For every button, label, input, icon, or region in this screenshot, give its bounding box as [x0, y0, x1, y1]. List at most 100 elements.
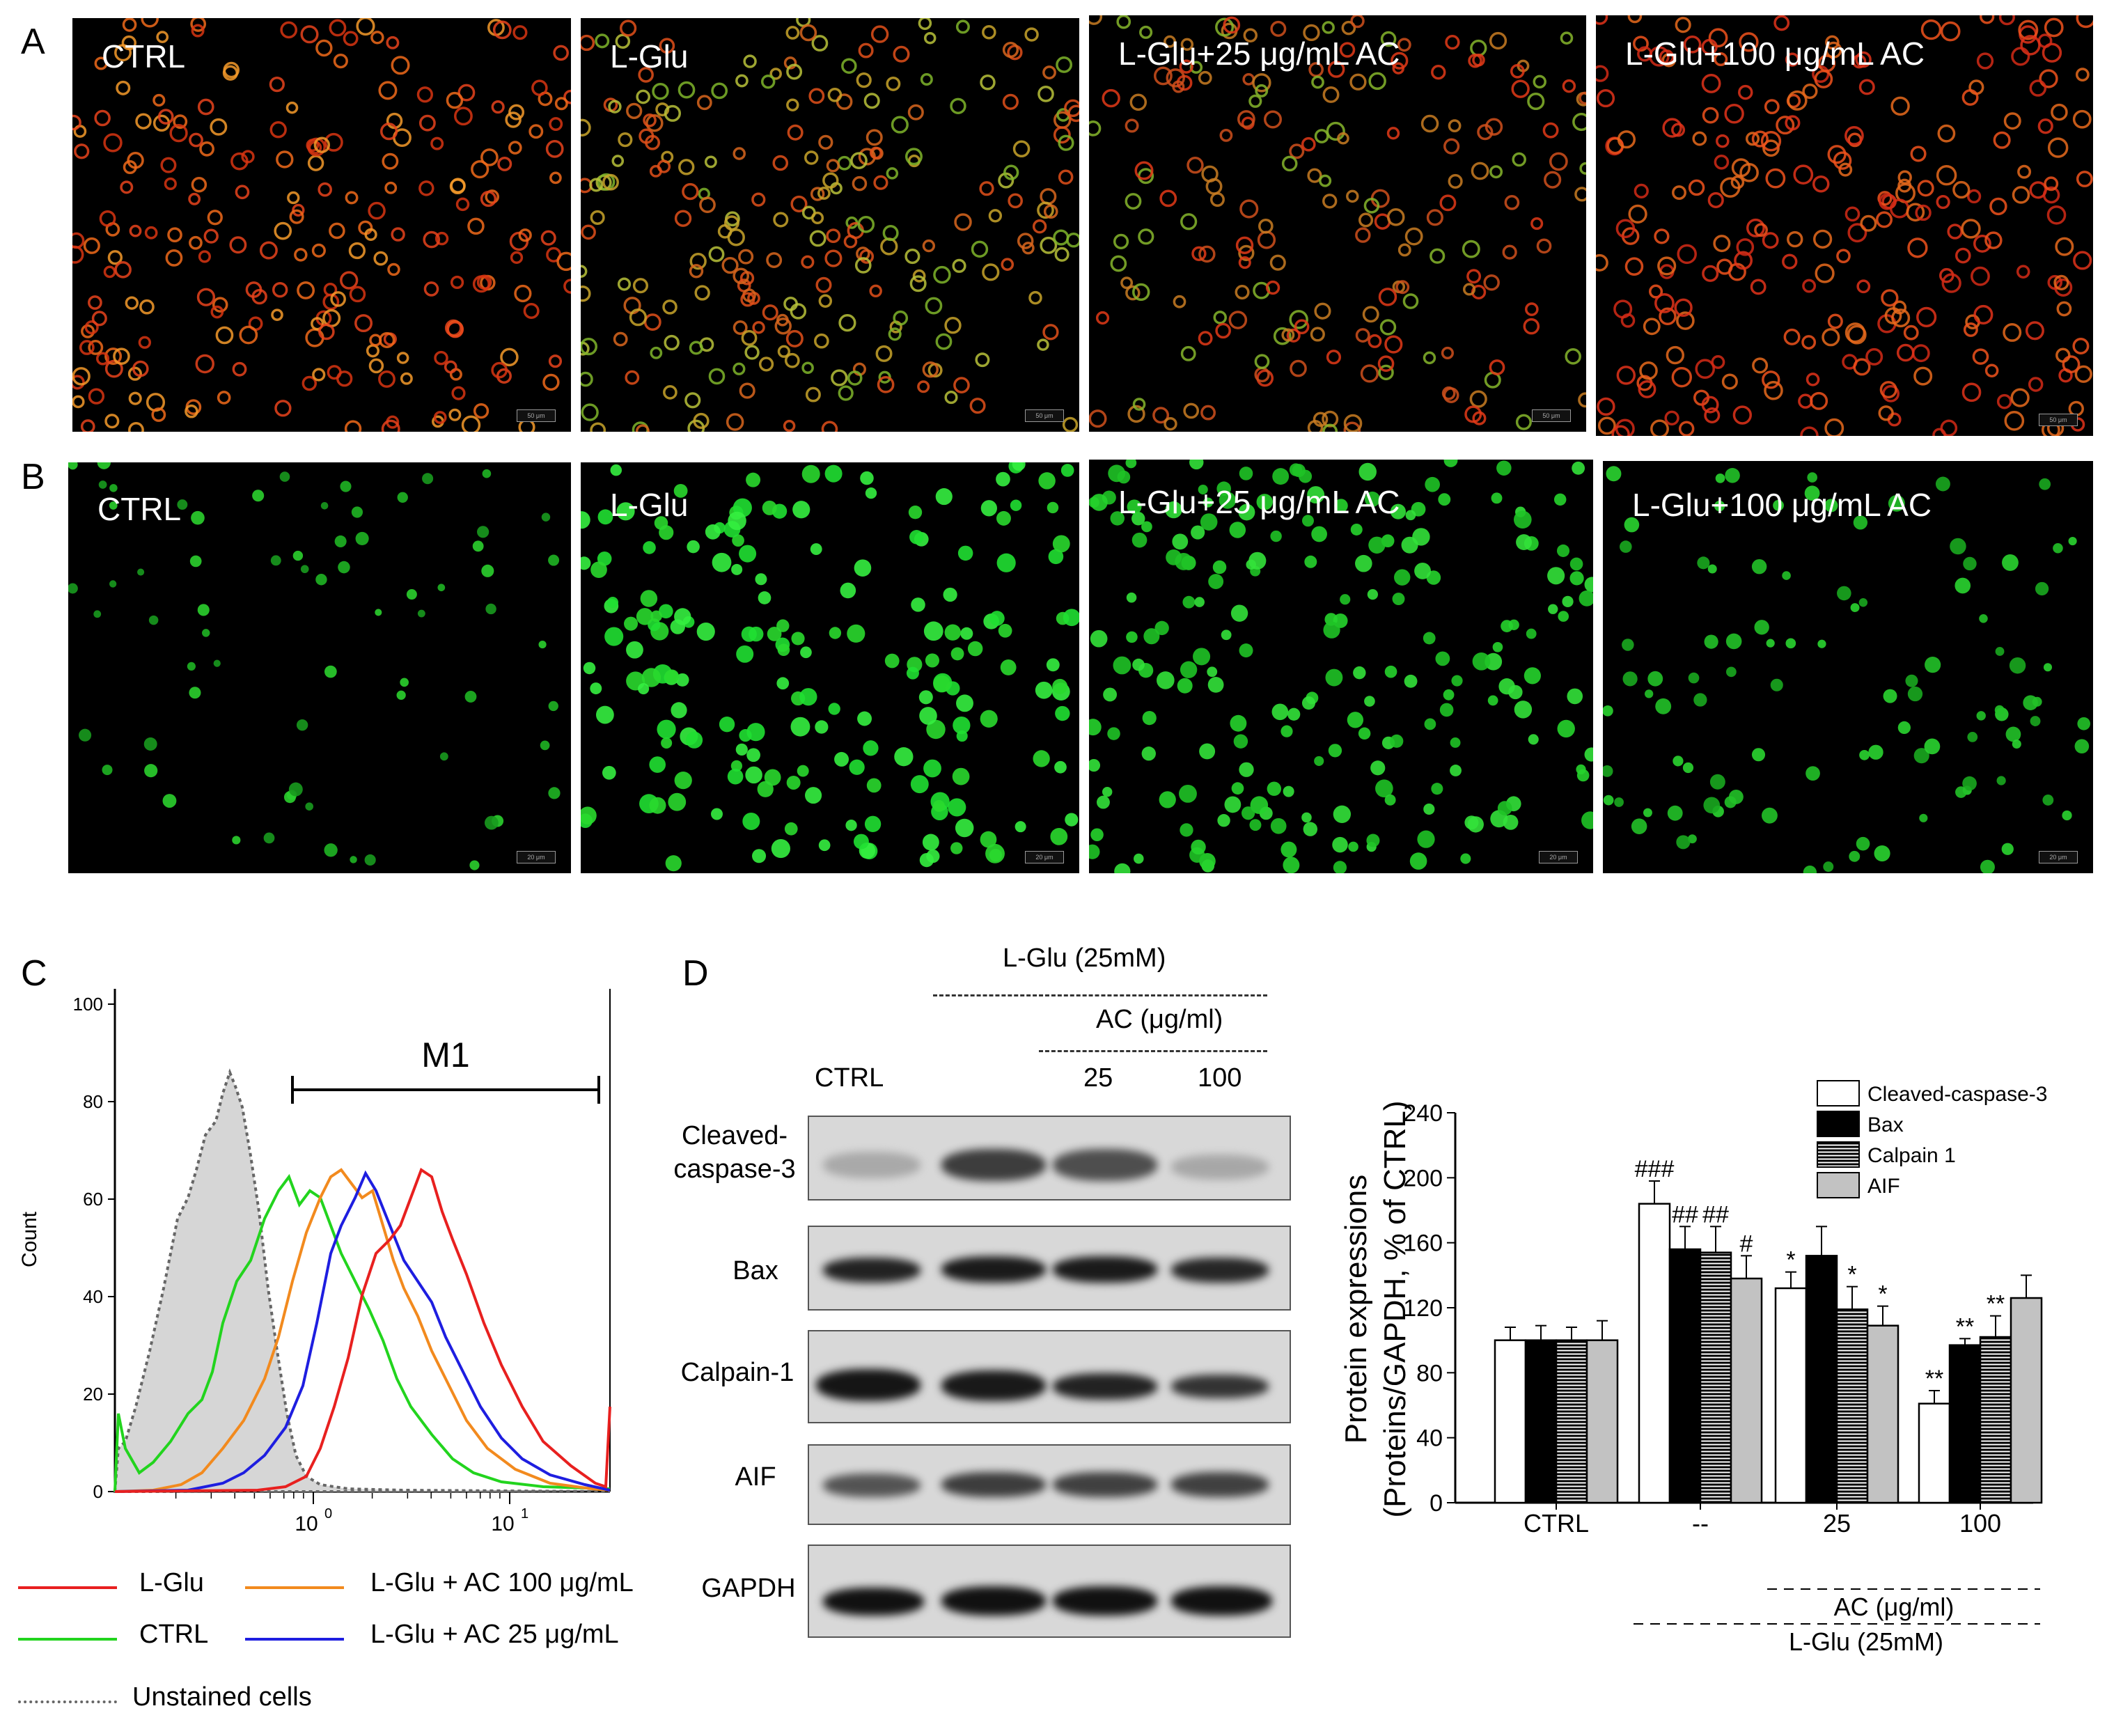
- cell: [1558, 611, 1569, 622]
- cell: [1745, 132, 1760, 146]
- cell: [1250, 796, 1269, 814]
- cell: [652, 82, 669, 100]
- cell: [655, 102, 670, 117]
- cell: [1701, 73, 1721, 93]
- cell: [191, 510, 205, 525]
- cell: [673, 484, 688, 498]
- cell: [1319, 174, 1332, 187]
- cell: [950, 842, 963, 854]
- cell: [1462, 240, 1480, 258]
- cell: [864, 815, 882, 833]
- cell: [957, 545, 973, 561]
- cell: [1504, 194, 1520, 210]
- cell: [1064, 99, 1079, 118]
- cell: [1089, 719, 1102, 736]
- cell: [1701, 396, 1719, 414]
- cell: [1704, 407, 1721, 423]
- cell: [1806, 373, 1820, 386]
- cell: [616, 502, 635, 521]
- micrograph-b-ac100: L-Glu+100 μg/mL AC 20 μm: [1603, 461, 2093, 873]
- cell: [1113, 233, 1129, 249]
- cell: [348, 242, 366, 260]
- histogram-y-ticks: 0 20 40 60 80 100: [73, 994, 115, 1502]
- cell: [84, 320, 99, 335]
- group-label-lglu: L-Glu (25mM): [1789, 1627, 1943, 1656]
- cell: [843, 235, 858, 249]
- cell: [1993, 131, 2011, 149]
- cell: [1180, 345, 1196, 361]
- cell: [1560, 31, 1574, 45]
- cell: [1682, 762, 1694, 774]
- cell: [327, 365, 342, 380]
- cell: [1702, 265, 1719, 282]
- cell: [1760, 131, 1782, 152]
- cell: [1283, 785, 1294, 797]
- cell: [1307, 168, 1322, 183]
- cell: [88, 388, 105, 405]
- bar-chart-ylabel-2: (Proteins/GAPDH, % of CTRL): [1378, 1100, 1412, 1517]
- cell: [320, 501, 329, 510]
- cell: [1622, 671, 1638, 687]
- cell: [1141, 746, 1156, 761]
- cell: [1378, 364, 1394, 381]
- cell: [1127, 499, 1142, 515]
- cell: [355, 531, 369, 545]
- cell: [1565, 348, 1581, 365]
- scale-bar: 50 μm: [2039, 414, 2078, 426]
- cell: [1897, 170, 1912, 185]
- cell: [762, 304, 778, 321]
- cell: [514, 284, 532, 303]
- cell: [1117, 470, 1131, 484]
- cell: [1650, 419, 1669, 436]
- cell: [120, 180, 134, 194]
- cell: [771, 838, 790, 859]
- cell: [1823, 861, 1834, 873]
- cell: [738, 249, 754, 265]
- cell: [818, 294, 833, 308]
- cell: [1510, 63, 1525, 79]
- cell: [2025, 321, 2044, 341]
- cell: [659, 604, 673, 619]
- cell: [1976, 52, 1994, 70]
- x-tick-base: 10: [295, 1512, 318, 1535]
- cell: [705, 524, 721, 540]
- cell: [2074, 365, 2092, 383]
- cell: [1060, 464, 1074, 477]
- cell: [1897, 721, 1911, 735]
- cell: [1824, 499, 1838, 513]
- cell: [2042, 186, 2060, 204]
- blot-label-calpain-1: Calpain-1: [680, 1358, 794, 1387]
- cell: [274, 221, 292, 240]
- cell: [948, 798, 966, 817]
- cell: [766, 252, 783, 269]
- cell: [664, 104, 682, 122]
- cell: [774, 318, 792, 335]
- cell: [2055, 237, 2074, 256]
- scale-bar: 50 μm: [1532, 409, 1571, 422]
- cell: [909, 275, 927, 292]
- cell: [758, 357, 774, 372]
- cell: [1322, 423, 1338, 432]
- cell: [345, 191, 359, 205]
- cell: [790, 303, 807, 320]
- cell: [148, 615, 159, 625]
- cell: [323, 283, 338, 297]
- cell: [856, 247, 870, 261]
- cell: [1906, 203, 1925, 222]
- cell: [979, 181, 994, 196]
- cell: [1054, 760, 1067, 774]
- x-tick-10-1: 10 1: [491, 1492, 528, 1535]
- cell: [400, 372, 413, 385]
- panel-label-a: A: [21, 22, 45, 62]
- cell: [263, 832, 275, 844]
- cell: [1113, 656, 1131, 675]
- cell: [632, 278, 649, 294]
- cell: [590, 561, 607, 579]
- cell: [1299, 469, 1313, 483]
- cell: [1782, 571, 1791, 580]
- cell: [922, 239, 936, 253]
- cell: [464, 691, 477, 703]
- cell: [589, 178, 604, 192]
- cell: [1827, 313, 1843, 329]
- cell: [1597, 416, 1616, 435]
